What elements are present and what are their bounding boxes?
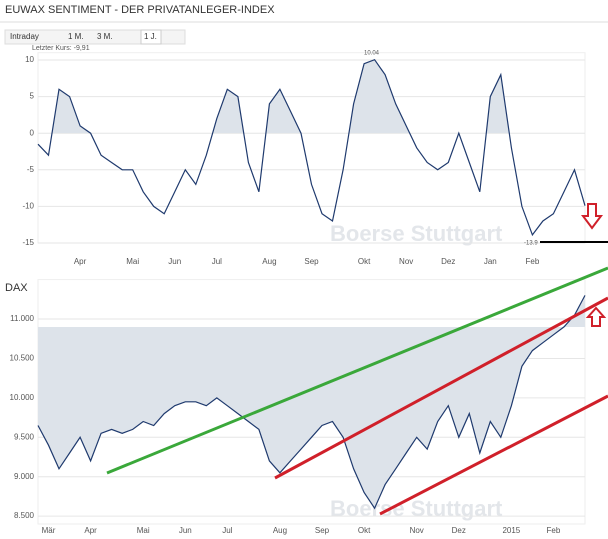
x-tick-label: Okt <box>358 257 371 266</box>
x-tick-label: Okt <box>358 526 371 535</box>
tab[interactable]: 3 M. <box>97 32 113 41</box>
trend-line <box>106 266 608 475</box>
x-tick-label: Jun <box>168 257 181 266</box>
x-tick-label: Jun <box>179 526 192 535</box>
x-tick-label: Aug <box>273 526 287 535</box>
x-tick-label: Feb <box>526 257 540 266</box>
y-tick-label: -10 <box>22 202 34 211</box>
y-tick-label: -5 <box>27 165 35 174</box>
area <box>38 295 585 509</box>
x-tick-label: Jul <box>212 257 222 266</box>
tab-bar <box>4 29 186 45</box>
tab[interactable]: 1 M. <box>68 32 84 41</box>
y-tick-label: 10.500 <box>10 354 35 363</box>
watermark: Boerse Stuttgart <box>330 221 503 246</box>
charts: Boerse Stuttgart 10 5 0 -5 -10 -15 Apr Mai Jun Jul… <box>10 52 586 535</box>
y-tick-label: 0 <box>30 128 35 137</box>
x-tick-label: Sep <box>304 257 319 266</box>
y-tick-label: 9.000 <box>14 472 35 481</box>
x-tick-label: Jul <box>222 526 232 535</box>
arrow-up <box>585 306 607 327</box>
x-tick-label: Aug <box>262 257 276 266</box>
trend-line <box>274 296 608 480</box>
chart-title: DAX <box>5 282 28 294</box>
trend-line <box>379 394 608 516</box>
max-label: 10.04 <box>364 51 380 57</box>
y-tick-label: 10 <box>25 55 34 64</box>
line <box>37 58 586 237</box>
x-tick-label: Apr <box>74 257 87 266</box>
watermark: Boerse Stuttgart <box>330 496 503 521</box>
x-tick-label: 2015 <box>502 526 520 535</box>
last-price: Letzter Kurs: -9,91 <box>32 45 90 52</box>
x-tick-label: Mai <box>137 526 150 535</box>
y-tick-label: 11.000 <box>10 314 34 323</box>
x-tick-label: Dez <box>441 257 455 266</box>
y-tick-label: 10.000 <box>10 393 35 402</box>
x-tick-label: Dez <box>452 526 466 535</box>
min-label: -13.9 <box>524 241 538 247</box>
tab[interactable]: 1 J. <box>144 32 157 41</box>
x-tick-label: Apr <box>84 526 97 535</box>
x-tick-label: Nov <box>410 526 424 535</box>
chart-title: EUWAX SENTIMENT - DER PRIVATANLEGER-INDE… <box>5 4 275 16</box>
x-tick-label: Nov <box>399 257 413 266</box>
arrow-down <box>581 203 603 230</box>
tab-active <box>140 29 162 45</box>
x-tick-label: Sep <box>315 526 330 535</box>
y-tick-label: 9.500 <box>14 432 35 441</box>
plot-area <box>37 52 586 244</box>
y-tick-label: 5 <box>30 92 35 101</box>
y-tick-label: -15 <box>22 238 34 247</box>
x-tick-label: Mär <box>42 526 56 535</box>
y-tick-label: 8.500 <box>14 511 35 520</box>
line <box>37 295 586 510</box>
x-tick-label: Mai <box>126 257 139 266</box>
x-tick-label: Jan <box>484 257 497 266</box>
x-tick-label: Feb <box>547 526 561 535</box>
area <box>52 59 510 134</box>
tab[interactable]: Intraday <box>10 32 39 41</box>
